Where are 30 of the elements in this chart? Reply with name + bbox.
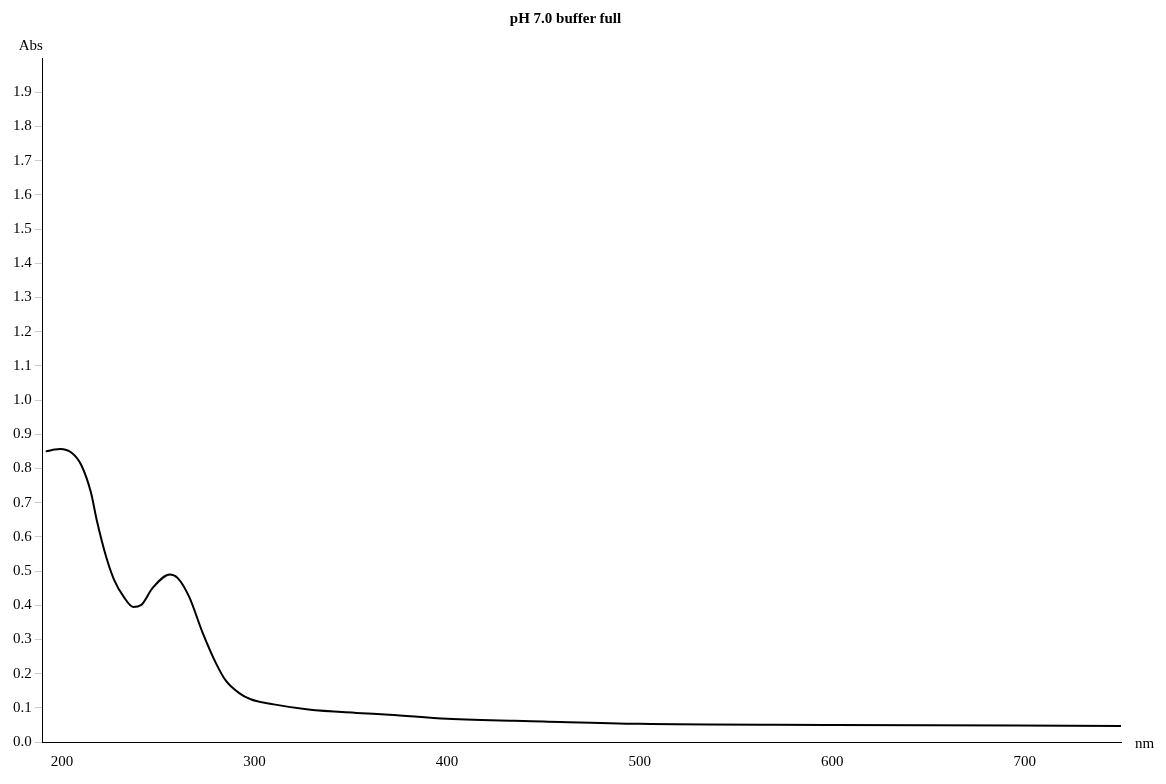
y-tick-label: 1.8	[13, 117, 32, 134]
x-tick-label: 200	[50, 752, 74, 769]
y-tick-label: 1.5	[13, 219, 32, 236]
y-tick-label: 1.2	[13, 322, 32, 339]
x-axis-title: nm	[1135, 734, 1155, 751]
y-tick-label: 1.4	[13, 254, 33, 271]
y-tick-label: 0.0	[13, 732, 32, 749]
y-tick-label: 0.1	[13, 698, 32, 715]
y-tick-label: 0.2	[13, 664, 32, 681]
y-tick-label: 1.0	[13, 390, 32, 407]
y-tick-label: 1.9	[13, 83, 32, 100]
y-tick-label: 1.7	[13, 151, 33, 168]
x-tick-label: 500	[628, 752, 651, 769]
y-axis-title: Abs	[18, 37, 43, 54]
y-tick-label: 0.7	[13, 493, 33, 510]
y-tick-label: 1.3	[13, 288, 32, 305]
y-tick-label: 1.6	[13, 185, 33, 202]
y-tick-label: 0.5	[13, 561, 32, 578]
y-tick-label: 0.9	[13, 425, 32, 442]
x-tick-label: 300	[243, 752, 266, 769]
chart-title: pH 7.0 buffer full	[509, 9, 622, 26]
x-tick-label: 600	[820, 752, 844, 769]
y-tick-label: 0.8	[13, 459, 32, 476]
line-series	[45, 447, 1121, 727]
x-tick-label: 400	[435, 752, 459, 769]
y-tick-label: 1.1	[13, 356, 32, 373]
y-tick-label: 0.3	[13, 630, 32, 647]
y-tick-label: 0.6	[13, 527, 33, 544]
y-tick-label: 0.4	[13, 596, 33, 613]
x-tick-label: 700	[1013, 752, 1036, 769]
